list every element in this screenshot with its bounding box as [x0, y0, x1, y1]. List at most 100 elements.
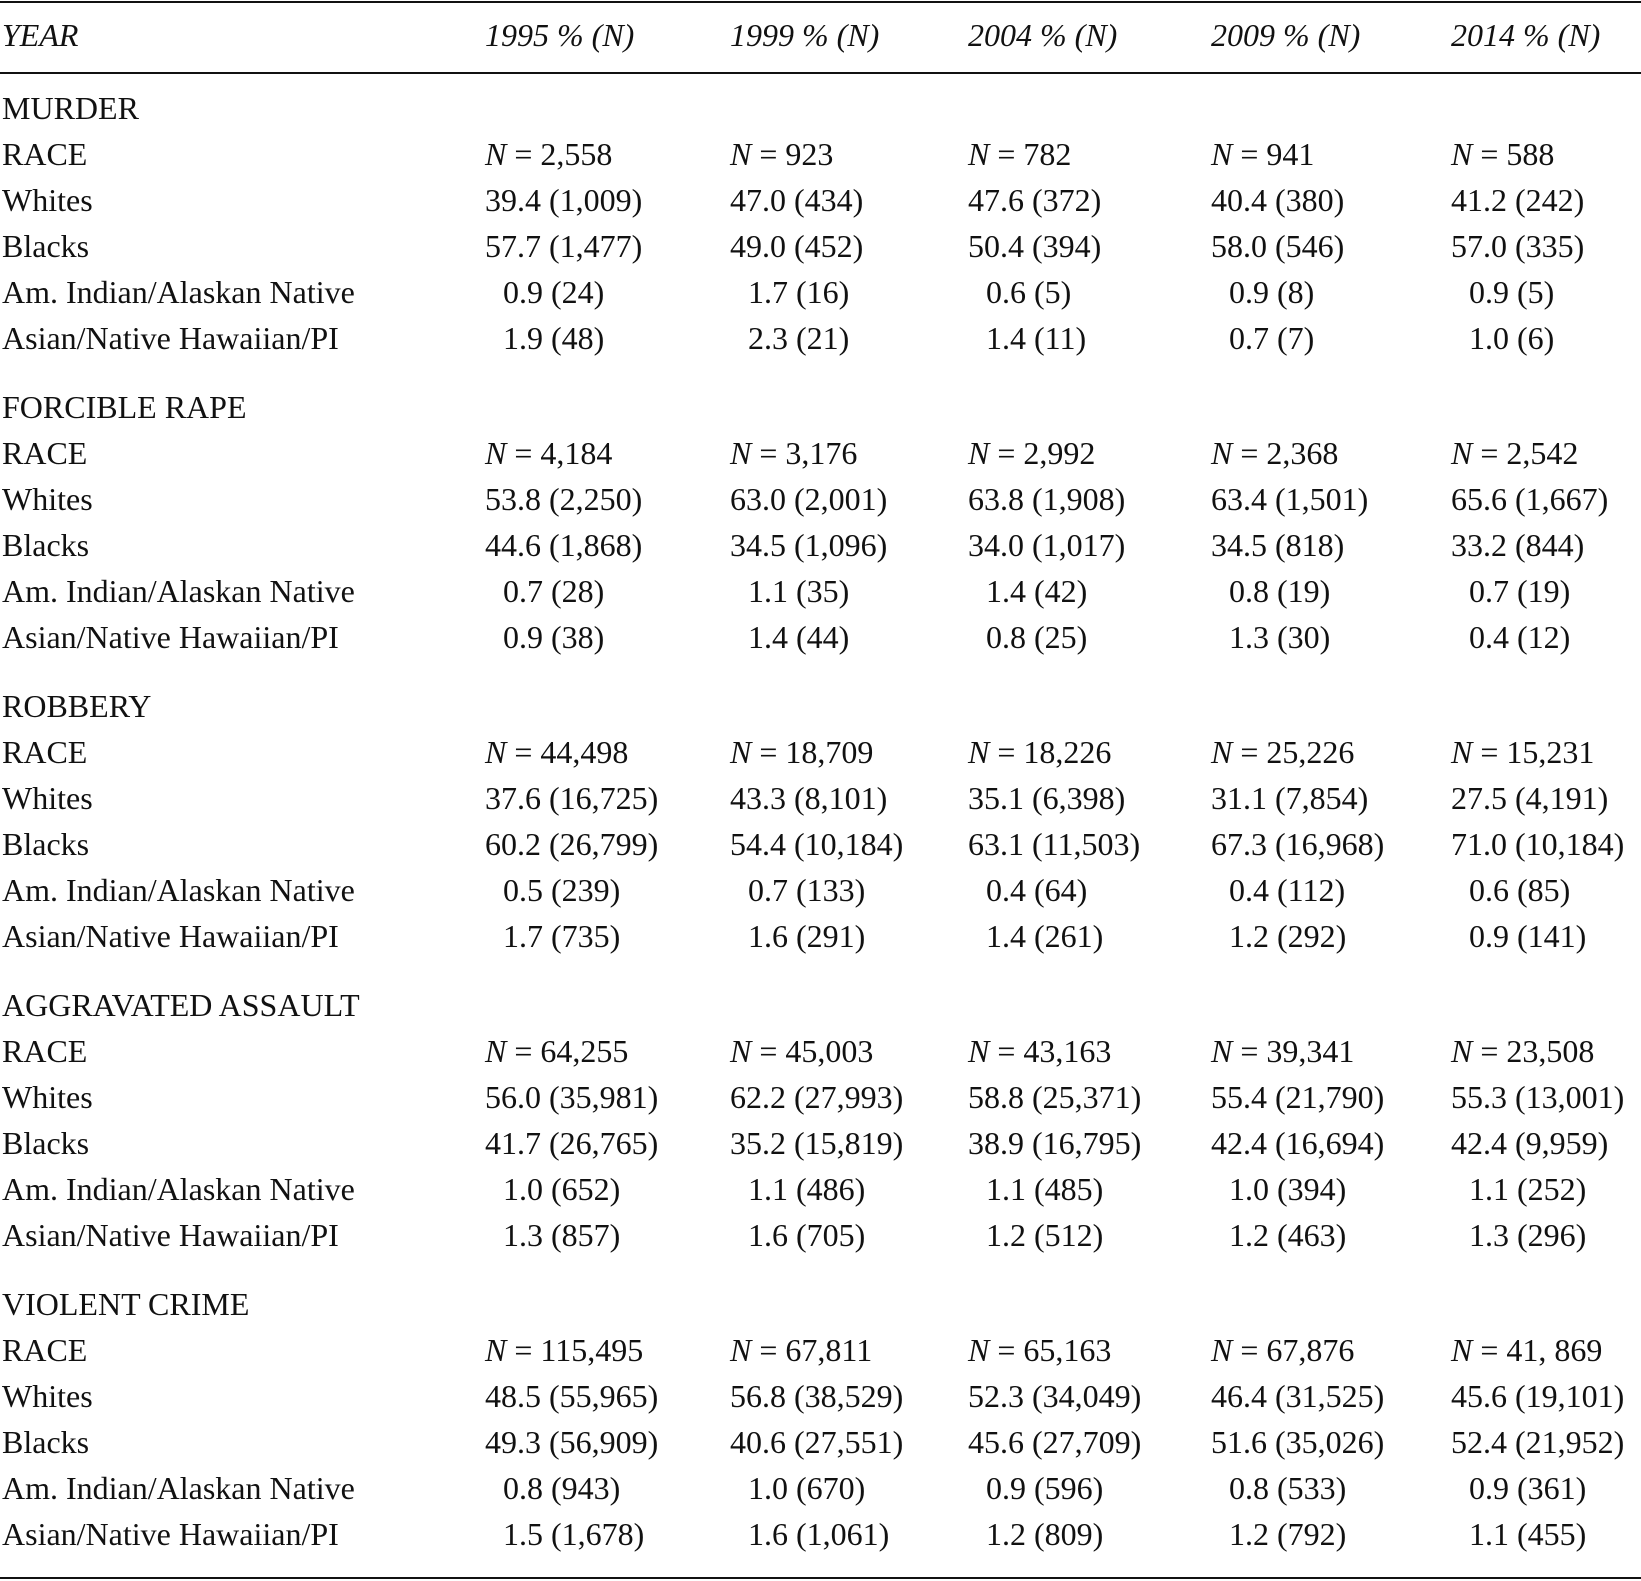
- cell-value: 1.6 (291): [748, 918, 866, 954]
- sample-size: N = 39,341: [1211, 1033, 1355, 1069]
- cell-value: 34.5 (818): [1211, 527, 1345, 563]
- cell-value: 44.6 (1,868): [485, 527, 643, 563]
- row-label: RACE: [2, 136, 88, 172]
- sample-size: N = 923: [730, 136, 834, 172]
- cell-value: 45.6 (19,101): [1451, 1378, 1625, 1414]
- sample-size: N = 115,495: [485, 1332, 644, 1368]
- cell-value: 2.3 (21): [748, 320, 850, 356]
- cell-value: 1.2 (463): [1229, 1217, 1347, 1253]
- cell-value: 0.4 (64): [986, 872, 1088, 908]
- column-header: 2014 % (N): [1451, 17, 1601, 53]
- cell-value: 35.2 (15,819): [730, 1125, 904, 1161]
- cell-value: 0.8 (943): [503, 1470, 621, 1506]
- sample-size: N = 18,709: [730, 734, 874, 770]
- column-header: 1995 % (N): [485, 17, 635, 53]
- cell-value: 0.9 (38): [503, 619, 605, 655]
- row-label: Blacks: [2, 527, 90, 563]
- sample-size: N = 2,992: [968, 435, 1096, 471]
- cell-value: 35.1 (6,398): [968, 780, 1126, 816]
- cell-value: 1.3 (857): [503, 1217, 621, 1253]
- cell-value: 27.5 (4,191): [1451, 780, 1609, 816]
- row-label: Am. Indian/Alaskan Native: [2, 872, 355, 908]
- cell-value: 49.0 (452): [730, 228, 864, 264]
- cell-value: 0.9 (24): [503, 274, 605, 310]
- sample-size: N = 2,558: [485, 136, 613, 172]
- cell-value: 47.0 (434): [730, 182, 864, 218]
- cell-value: 1.0 (670): [748, 1470, 866, 1506]
- sample-size: N = 41, 869: [1451, 1332, 1603, 1368]
- sample-size: N = 941: [1211, 136, 1315, 172]
- cell-value: 1.6 (705): [748, 1217, 866, 1253]
- row-label: Asian/Native Hawaiian/PI: [2, 1516, 339, 1552]
- cell-value: 57.0 (335): [1451, 228, 1585, 264]
- row-label: Whites: [2, 780, 93, 816]
- cell-value: 63.1 (11,503): [968, 826, 1141, 862]
- section-title: AGGRAVATED ASSAULT: [2, 987, 360, 1023]
- cell-value: 0.9 (5): [1469, 274, 1555, 310]
- cell-value: 46.4 (31,525): [1211, 1378, 1385, 1414]
- row-label: Blacks: [2, 1424, 90, 1460]
- row-label: Asian/Native Hawaiian/PI: [2, 1217, 339, 1253]
- cell-value: 67.3 (16,968): [1211, 826, 1385, 862]
- cell-value: 1.2 (792): [1229, 1516, 1347, 1552]
- sample-size: N = 15,231: [1451, 734, 1595, 770]
- cell-value: 0.8 (25): [986, 619, 1088, 655]
- sample-size: N = 44,498: [485, 734, 629, 770]
- cell-value: 63.4 (1,501): [1211, 481, 1369, 517]
- top-rule: [0, 1, 1641, 3]
- cell-value: 60.2 (26,799): [485, 826, 659, 862]
- cell-value: 1.4 (261): [986, 918, 1104, 954]
- stub-header: YEAR: [2, 17, 79, 53]
- cell-value: 65.6 (1,667): [1451, 481, 1609, 517]
- row-label: Am. Indian/Alaskan Native: [2, 1171, 355, 1207]
- row-label: Blacks: [2, 1125, 90, 1161]
- cell-value: 51.6 (35,026): [1211, 1424, 1385, 1460]
- cell-value: 50.4 (394): [968, 228, 1102, 264]
- cell-value: 1.1 (35): [748, 573, 850, 609]
- cell-value: 34.5 (1,096): [730, 527, 888, 563]
- cell-value: 0.9 (361): [1469, 1470, 1587, 1506]
- row-label: Asian/Native Hawaiian/PI: [2, 320, 339, 356]
- cell-value: 62.2 (27,993): [730, 1079, 904, 1115]
- row-label: Whites: [2, 481, 93, 517]
- row-label: Am. Indian/Alaskan Native: [2, 1470, 355, 1506]
- cell-value: 1.1 (455): [1469, 1516, 1587, 1552]
- row-label: Am. Indian/Alaskan Native: [2, 573, 355, 609]
- sample-size: N = 2,542: [1451, 435, 1579, 471]
- section-title: FORCIBLE RAPE: [2, 389, 247, 425]
- cell-value: 1.4 (44): [748, 619, 850, 655]
- sample-size: N = 588: [1451, 136, 1555, 172]
- cell-value: 0.4 (112): [1229, 872, 1346, 908]
- cell-value: 71.0 (10,184): [1451, 826, 1625, 862]
- cell-value: 47.6 (372): [968, 182, 1102, 218]
- cell-value: 55.4 (21,790): [1211, 1079, 1385, 1115]
- sample-size: N = 4,184: [485, 435, 613, 471]
- section-title: ROBBERY: [2, 688, 152, 724]
- cell-value: 1.0 (6): [1469, 320, 1555, 356]
- row-label: Blacks: [2, 826, 90, 862]
- cell-value: 0.6 (85): [1469, 872, 1571, 908]
- cell-value: 1.3 (296): [1469, 1217, 1587, 1253]
- cell-value: 43.3 (8,101): [730, 780, 888, 816]
- sample-size: N = 23,508: [1451, 1033, 1595, 1069]
- cell-value: 0.5 (239): [503, 872, 621, 908]
- row-label: Blacks: [2, 228, 90, 264]
- cell-value: 52.4 (21,952): [1451, 1424, 1625, 1460]
- row-label: RACE: [2, 734, 88, 770]
- cell-value: 0.8 (533): [1229, 1470, 1347, 1506]
- cell-value: 0.8 (19): [1229, 573, 1331, 609]
- sample-size: N = 2,368: [1211, 435, 1339, 471]
- cell-value: 37.6 (16,725): [485, 780, 659, 816]
- cell-value: 58.0 (546): [1211, 228, 1345, 264]
- row-label: Whites: [2, 1079, 93, 1115]
- cell-value: 1.7 (16): [748, 274, 850, 310]
- cell-value: 0.9 (141): [1469, 918, 1587, 954]
- cell-value: 39.4 (1,009): [485, 182, 643, 218]
- cell-value: 31.1 (7,854): [1211, 780, 1369, 816]
- sample-size: N = 18,226: [968, 734, 1112, 770]
- sample-size: N = 64,255: [485, 1033, 629, 1069]
- cell-value: 34.0 (1,017): [968, 527, 1126, 563]
- row-label: Am. Indian/Alaskan Native: [2, 274, 355, 310]
- column-header: 2004 % (N): [968, 17, 1118, 53]
